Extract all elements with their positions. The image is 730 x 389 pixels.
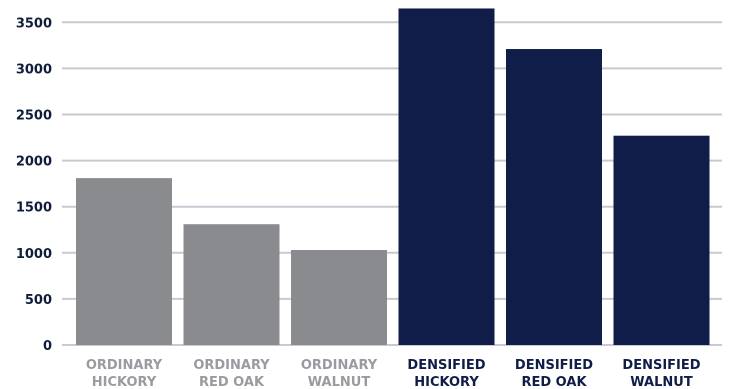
x-tick-label: DENSIFIED RED OAK (515, 358, 593, 389)
y-tick-label: 1000 (16, 247, 52, 262)
bar (613, 135, 710, 345)
y-axis-ticks: 0 500 1000 1500 2000 2500 3000 3500 (16, 16, 52, 354)
bar (76, 178, 172, 345)
x-tick-label: ORDINARY HICKORY (86, 358, 163, 389)
y-tick-label: 3500 (16, 16, 52, 31)
x-axis-ticks: ORDINARY HICKORY ORDINARY RED OAK ORDINARY WA… (86, 358, 701, 389)
x-tick-label: ORDINARY WALNUT (301, 358, 378, 389)
x-tick-label: ORDINARY RED OAK (193, 358, 270, 389)
y-tick-label: 3000 (16, 62, 52, 77)
y-tick-label: 500 (25, 293, 52, 308)
y-tick-label: 2000 (16, 155, 52, 170)
bar (506, 49, 602, 346)
x-tick-label: DENSIFIED HICKORY (407, 358, 485, 389)
y-tick-label: 2500 (16, 109, 52, 124)
y-tick-label: 1500 (16, 201, 52, 216)
x-tick-label: DENSIFIED WALNUT (622, 358, 700, 389)
bar (291, 250, 387, 345)
bar (398, 8, 495, 345)
bar (183, 224, 280, 345)
bars (76, 8, 710, 346)
y-tick-label: 0 (43, 339, 52, 354)
